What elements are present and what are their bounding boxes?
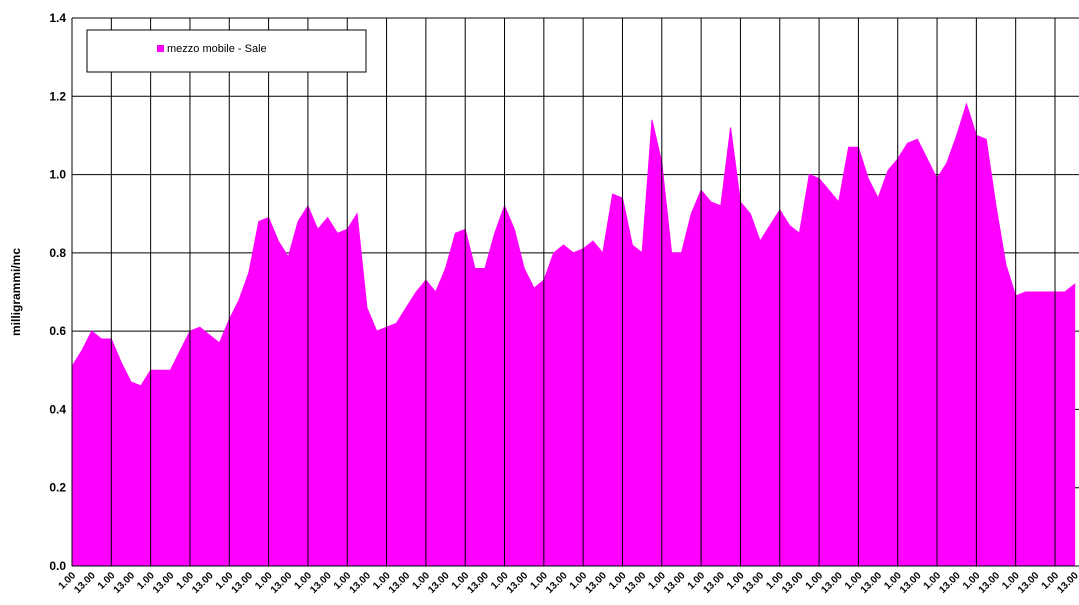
x-tick-label: 13.00 — [623, 570, 649, 596]
x-tick-label: 13.00 — [662, 570, 688, 596]
x-tick-label: 13.00 — [387, 570, 413, 596]
x-tick-label: 13.00 — [544, 570, 570, 596]
legend-swatch — [157, 45, 164, 52]
x-tick-label: 13.00 — [937, 570, 963, 596]
x-tick-label: 13.00 — [741, 570, 767, 596]
y-tick-label: 0.4 — [49, 402, 66, 416]
x-tick-label: 13.00 — [151, 570, 177, 596]
x-tick-label: 13.00 — [72, 570, 98, 596]
x-tick-label: 13.00 — [1016, 570, 1042, 596]
y-tick-label: 0.0 — [49, 559, 66, 573]
legend-label: mezzo mobile - Sale — [167, 43, 267, 55]
x-tick-label: 13.00 — [977, 570, 1003, 596]
x-tick-label: 13.00 — [348, 570, 374, 596]
y-tick-label: 1.0 — [49, 168, 66, 182]
x-tick-label: 13.00 — [308, 570, 334, 596]
y-axis-label: milligrammi/mc — [9, 248, 23, 336]
x-tick-label: 13.00 — [269, 570, 295, 596]
x-tick-label: 13.00 — [701, 570, 727, 596]
x-tick-label: 13.00 — [780, 570, 806, 596]
x-tick-label: 13.00 — [1055, 570, 1079, 596]
x-tick-label: 13.00 — [859, 570, 885, 596]
x-tick-label: 13.00 — [466, 570, 492, 596]
x-tick-label: 13.00 — [583, 570, 609, 596]
x-tick-label: 13.00 — [426, 570, 452, 596]
x-tick-label: 13.00 — [819, 570, 845, 596]
y-tick-label: 0.8 — [49, 246, 66, 260]
y-tick-label: 0.2 — [49, 481, 66, 495]
x-tick-label: 13.00 — [505, 570, 531, 596]
legend-box — [86, 29, 367, 73]
y-tick-label: 1.2 — [49, 89, 66, 103]
y-tick-label: 1.4 — [49, 11, 66, 25]
area — [71, 102, 1076, 567]
y-tick-label: 0.6 — [49, 324, 66, 338]
x-tick-label: 13.00 — [112, 570, 138, 596]
x-tick-label: 13.00 — [230, 570, 256, 596]
x-tick-label: 13.00 — [898, 570, 924, 596]
x-tick-label: 13.00 — [190, 570, 216, 596]
